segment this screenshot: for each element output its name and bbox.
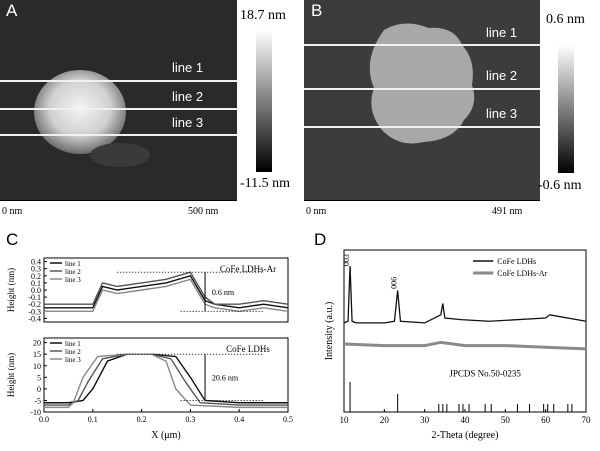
- panel-d-xtick-label: 20: [380, 415, 390, 425]
- panel-d-reference-label: JPCDS No.50-0235: [449, 368, 521, 378]
- panel-c-bottom-ylabel: Height (nm): [6, 353, 16, 397]
- panel-c-bottom-ytick-label: 0: [37, 385, 41, 394]
- panel-c-bottom-ytick-label: 5: [37, 373, 41, 382]
- panel-c-bottom-legend-label: line 1: [65, 340, 81, 348]
- panel-d-legend-label: CoFe LDHs: [497, 257, 536, 266]
- particle-b: [369, 23, 475, 144]
- panel-d-peak-003: 003: [342, 254, 351, 266]
- panel-c-top-ylabel: Height (nm): [6, 268, 16, 312]
- panel-c-bottom-ytick-label: 15: [33, 350, 41, 359]
- panel-d-xtick-label: 60: [541, 415, 551, 425]
- line-3-marker: [304, 126, 540, 128]
- panel-d-xlabel: 2-Theta (degree): [432, 430, 499, 441]
- panel-c-top-ytick-label: 0.1: [31, 279, 41, 288]
- panel-b-scale-max: 0.6 nm: [546, 12, 585, 27]
- panel-d-xtick-label: 10: [340, 415, 350, 425]
- panel-c-top-series-1: [44, 274, 289, 309]
- panel-c-xtick-label: 0.1: [88, 415, 98, 424]
- panel-d-xtick-label: 30: [420, 415, 430, 425]
- panel-c-bottom-annotation: 20.6 nm: [212, 373, 239, 382]
- panel-a-line-3-label: line 3: [172, 115, 204, 130]
- panel-c-bottom-ytick-label: -10: [30, 408, 41, 417]
- panel-c-top-ytick-label: 0.4: [31, 258, 41, 267]
- panel-a-x-end: 500 nm: [188, 206, 219, 217]
- panel-b-x-start: 0 nm: [306, 206, 327, 217]
- panel-c-top-ytick-label: -0.1: [28, 293, 41, 302]
- panel-b-line-1-label: line 1: [486, 25, 518, 40]
- panel-c-top-legend-label: line 1: [65, 260, 81, 268]
- panel-a-scale-min: -11.5 nm: [240, 176, 291, 191]
- panel-c-bottom-ytick-label: 10: [33, 362, 41, 371]
- panel-c-top-ytick-label: 0.2: [31, 272, 41, 281]
- line-1-marker: [0, 80, 237, 82]
- panel-c-bottom-legend-label: line 2: [65, 348, 81, 356]
- panel-a-scale-axis: [0, 200, 237, 201]
- panel-b-line-3-label: line 3: [486, 106, 518, 121]
- panel-d-chart: 003 006 JPCDS No.50-0235 CoFe LDHs CoFe LDHs…: [324, 249, 592, 441]
- panel-b-colorbar: [558, 45, 574, 173]
- panel-d-legend-label: CoFe LDHs-Ar: [497, 269, 547, 278]
- panel-c-xtick-label: 0.5: [283, 415, 293, 424]
- panel-c-top-legend-label: line 2: [65, 268, 81, 276]
- panel-c-top-ytick-label: 0.0: [31, 286, 41, 295]
- panel-a-x-start: 0 nm: [2, 206, 23, 217]
- panel-c-top-series-2: [44, 271, 289, 305]
- panel-c-top-ytick-label: -0.2: [28, 300, 41, 309]
- panel-c-bottom-legend-label: line 3: [65, 356, 81, 364]
- line-2-marker: [0, 108, 237, 110]
- panel-b-line-2-label: line 2: [486, 68, 518, 83]
- panel-c-top-title: CoFe LDHs-Ar: [220, 264, 276, 274]
- panel-c-top-annotation: 0.6 nm: [212, 288, 235, 297]
- panel-c-bottom-ytick-label: 20: [33, 339, 41, 348]
- panel-c-top-legend-label: line 3: [65, 276, 81, 284]
- panel-a-scale-max: 18.7 nm: [240, 8, 286, 23]
- panel-c-xtick-label: 0.4: [234, 415, 244, 424]
- panel-c-xtick-label: 0.3: [185, 415, 195, 424]
- panel-c-xtick-label: 0.0: [39, 415, 49, 424]
- panel-b-scale-min: -0.6 nm: [538, 178, 582, 193]
- panel-c-top-ytick-label: -0.4: [28, 314, 41, 323]
- panel-d-ylabel: Intensity (a.u.): [324, 302, 335, 361]
- panel-d-xtick-label: 50: [501, 415, 511, 425]
- panel-a-line-1-label: line 1: [172, 60, 204, 75]
- panel-c-xtick-label: 0.2: [137, 415, 147, 424]
- panel-d-series-2: [343, 340, 587, 351]
- panel-a-line-2-label: line 2: [172, 89, 204, 104]
- panel-c-bottom-title: CoFe LDHs: [226, 344, 270, 354]
- line-3-marker: [0, 134, 237, 136]
- panel-c-top-ytick-label: -0.3: [28, 307, 41, 316]
- panel-d-peak-006: 006: [389, 277, 398, 289]
- panel-d-series-1: [343, 266, 587, 324]
- panel-c-top-ytick-label: 0.3: [31, 265, 41, 274]
- panel-c-bottom-frame: [43, 337, 289, 413]
- panel-b-x-end: 491 nm: [492, 206, 523, 217]
- line-2-marker: [304, 88, 540, 90]
- panel-d-frame: [343, 249, 587, 413]
- panel-c-xlabel: X (μm): [151, 430, 181, 441]
- panel-b-scale-axis: [304, 200, 540, 201]
- panel-d-xtick-label: 70: [582, 415, 592, 425]
- panel-b-label: B: [311, 1, 323, 20]
- particle-a: [34, 70, 126, 154]
- panel-c-bottom-ytick-label: -5: [34, 396, 41, 405]
- panel-c-top-series-3: [44, 278, 289, 313]
- panel-a-colorbar: [256, 30, 272, 172]
- panel-d-label: D: [314, 230, 327, 249]
- panel-c-label: C: [6, 230, 19, 249]
- panel-a-label: A: [6, 1, 18, 20]
- panel-d-xtick-label: 40: [461, 415, 471, 425]
- line-1-marker: [304, 44, 540, 46]
- panel-b-afm-image: [304, 0, 540, 200]
